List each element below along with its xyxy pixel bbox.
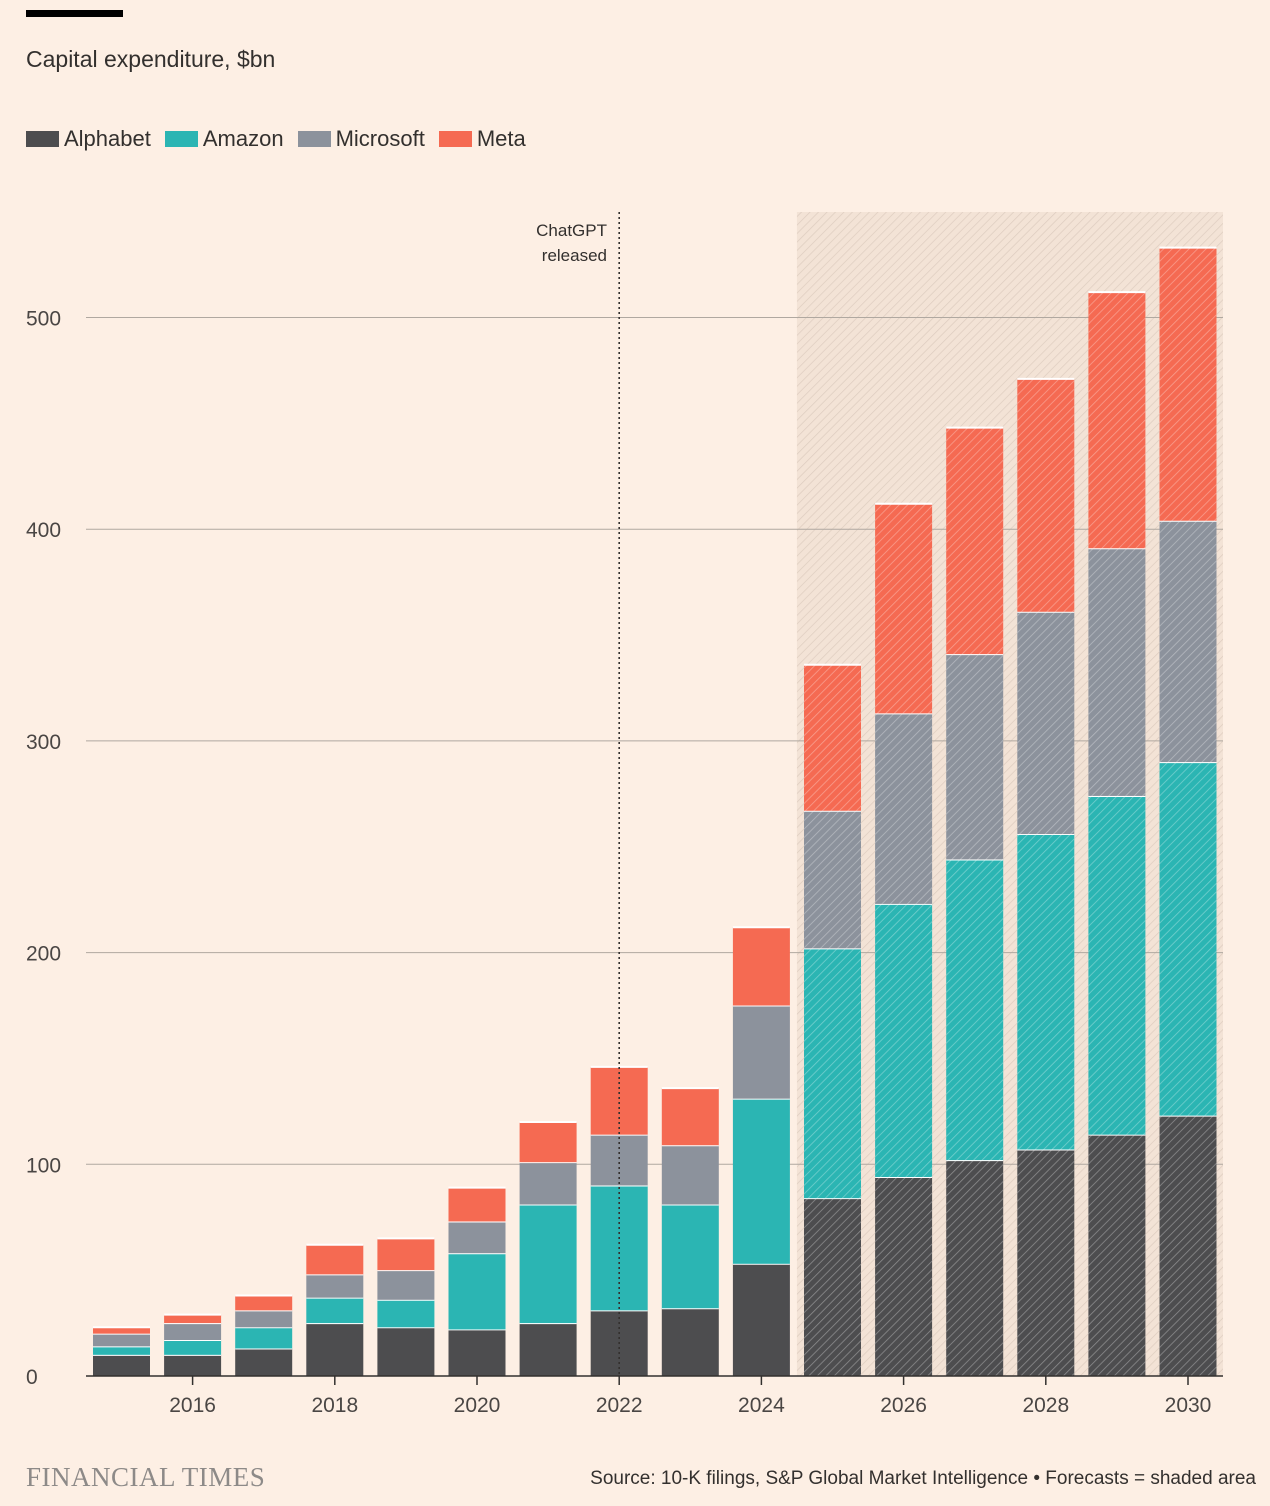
bar-hatch-amazon-2026 — [875, 903, 933, 1178]
forecast-region-hatch — [796, 212, 1223, 1376]
bar-alphabet-2023 — [661, 1308, 719, 1376]
legend-swatch-meta — [438, 131, 472, 147]
bar-alphabet-2021 — [519, 1323, 577, 1376]
bar-amazon-2015 — [93, 1346, 150, 1355]
legend-label-amazon: Amazon — [202, 126, 284, 151]
bar-amazon-2016 — [164, 1340, 222, 1355]
bar-alphabet-2015 — [93, 1354, 150, 1376]
y-tick-label: 200 — [26, 943, 61, 966]
bar-microsoft-2020 — [448, 1221, 506, 1254]
bars — [93, 246, 1217, 1376]
bar-alphabet-2016 — [164, 1354, 222, 1376]
bar-meta-2016 — [164, 1314, 222, 1324]
bar-microsoft-2023 — [661, 1145, 719, 1205]
legend-swatch-microsoft — [297, 131, 331, 147]
brand-logo: FINANCIAL TIMES — [26, 1462, 266, 1492]
bar-hatch-meta-2025 — [804, 664, 861, 811]
bar-hatch-amazon-2029 — [1088, 795, 1146, 1135]
bar-amazon-2017 — [235, 1327, 293, 1349]
bar-meta-2019 — [377, 1238, 435, 1271]
legend-swatch-amazon — [164, 131, 198, 147]
y-tick-label: 300 — [26, 731, 61, 754]
bar-hatch-amazon-2027 — [946, 859, 1004, 1161]
bar-hatch-alphabet-2025 — [804, 1198, 861, 1376]
bar-microsoft-2019 — [377, 1270, 435, 1300]
bar-hatch-meta-2029 — [1088, 292, 1146, 549]
bar-hatch-alphabet-2029 — [1088, 1134, 1146, 1376]
x-tick-label: 2018 — [311, 1394, 358, 1417]
legend-item-meta: Meta — [438, 126, 526, 152]
bar-hatch-microsoft-2029 — [1088, 548, 1146, 796]
bar-meta-2024 — [732, 927, 790, 1006]
x-tick-label: 2024 — [738, 1394, 785, 1417]
bar-microsoft-2021 — [519, 1162, 577, 1205]
top-rule — [26, 10, 123, 17]
forecast-shaded-area — [796, 212, 1223, 1376]
bar-hatch-alphabet-2028 — [1017, 1149, 1075, 1376]
bar-meta-2018 — [306, 1244, 364, 1275]
legend-label-meta: Meta — [476, 126, 526, 151]
bar-meta-2020 — [448, 1187, 506, 1222]
bar-hatch-meta-2030 — [1159, 247, 1217, 521]
x-tick-label: 2028 — [1022, 1394, 1069, 1417]
bar-hatch-alphabet-2026 — [875, 1177, 933, 1376]
bar-hatch-alphabet-2027 — [946, 1160, 1004, 1376]
bar-amazon-2018 — [306, 1297, 364, 1324]
bar-alphabet-2017 — [235, 1348, 293, 1376]
bar-hatch-meta-2028 — [1017, 378, 1075, 612]
annotation-line-2: released — [542, 246, 607, 265]
y-tick-label: 0 — [26, 1366, 38, 1389]
bar-hatch-alphabet-2030 — [1159, 1115, 1217, 1376]
bar-alphabet-2020 — [448, 1329, 506, 1376]
bar-microsoft-2017 — [235, 1310, 293, 1328]
legend-item-amazon: Amazon — [164, 126, 284, 152]
legend-swatch-alphabet — [26, 131, 59, 147]
bar-hatch-amazon-2030 — [1159, 762, 1217, 1116]
bar-amazon-2023 — [661, 1204, 719, 1309]
bar-hatch-microsoft-2028 — [1017, 611, 1075, 835]
bar-hatch-amazon-2028 — [1017, 834, 1075, 1150]
bar-alphabet-2024 — [732, 1263, 790, 1376]
bar-hatch-amazon-2025 — [804, 948, 861, 1199]
annotation-line-1: ChatGPT — [536, 221, 607, 240]
bar-alphabet-2018 — [306, 1323, 364, 1376]
source-note: Source: 10-K filings, S&P Global Market … — [590, 1468, 1256, 1489]
legend-label-alphabet: Alphabet — [64, 126, 151, 151]
x-tick-label: 2022 — [596, 1394, 643, 1417]
x-tick-label: 2020 — [454, 1394, 501, 1417]
legend-item-alphabet: Alphabet — [26, 126, 151, 152]
bar-hatch-microsoft-2026 — [875, 713, 933, 904]
axes: 2016 2018 2020 2022 2024 2026 2028 2030 — [86, 1375, 1223, 1417]
bar-meta-2023 — [661, 1088, 719, 1146]
bar-alphabet-2019 — [377, 1327, 435, 1376]
bar-meta-2021 — [519, 1121, 577, 1163]
x-tick-label: 2026 — [880, 1394, 927, 1417]
bar-amazon-2019 — [377, 1299, 435, 1328]
bar-hatch-meta-2027 — [946, 427, 1004, 655]
y-tick-label: 500 — [26, 308, 61, 331]
bar-hatch-microsoft-2030 — [1159, 520, 1217, 763]
legend: Alphabet Amazon Microsoft Meta — [26, 126, 540, 152]
legend-item-microsoft: Microsoft — [297, 126, 425, 152]
y-tick-label: 100 — [26, 1154, 61, 1177]
chatgpt-annotation: ChatGPT released — [536, 212, 621, 1376]
y-tick-label: 400 — [26, 519, 61, 542]
bar-microsoft-2015 — [93, 1333, 150, 1347]
bar-hatch-microsoft-2027 — [946, 654, 1004, 860]
bar-microsoft-2018 — [306, 1274, 364, 1298]
x-tick-label: 2016 — [169, 1394, 216, 1417]
x-tick-label: 2030 — [1165, 1394, 1212, 1417]
bar-microsoft-2016 — [164, 1323, 222, 1341]
bar-amazon-2021 — [519, 1204, 577, 1324]
bar-amazon-2020 — [448, 1253, 506, 1330]
bar-microsoft-2024 — [732, 1005, 790, 1099]
bar-hatch-meta-2026 — [875, 503, 933, 714]
bar-meta-2017 — [235, 1295, 293, 1311]
legend-label-microsoft: Microsoft — [335, 126, 425, 151]
bar-meta-2015 — [93, 1327, 150, 1334]
bar-amazon-2024 — [732, 1098, 790, 1264]
bar-hatch-microsoft-2025 — [804, 810, 861, 949]
chart-subtitle: Capital expenditure, $bn — [26, 46, 276, 72]
